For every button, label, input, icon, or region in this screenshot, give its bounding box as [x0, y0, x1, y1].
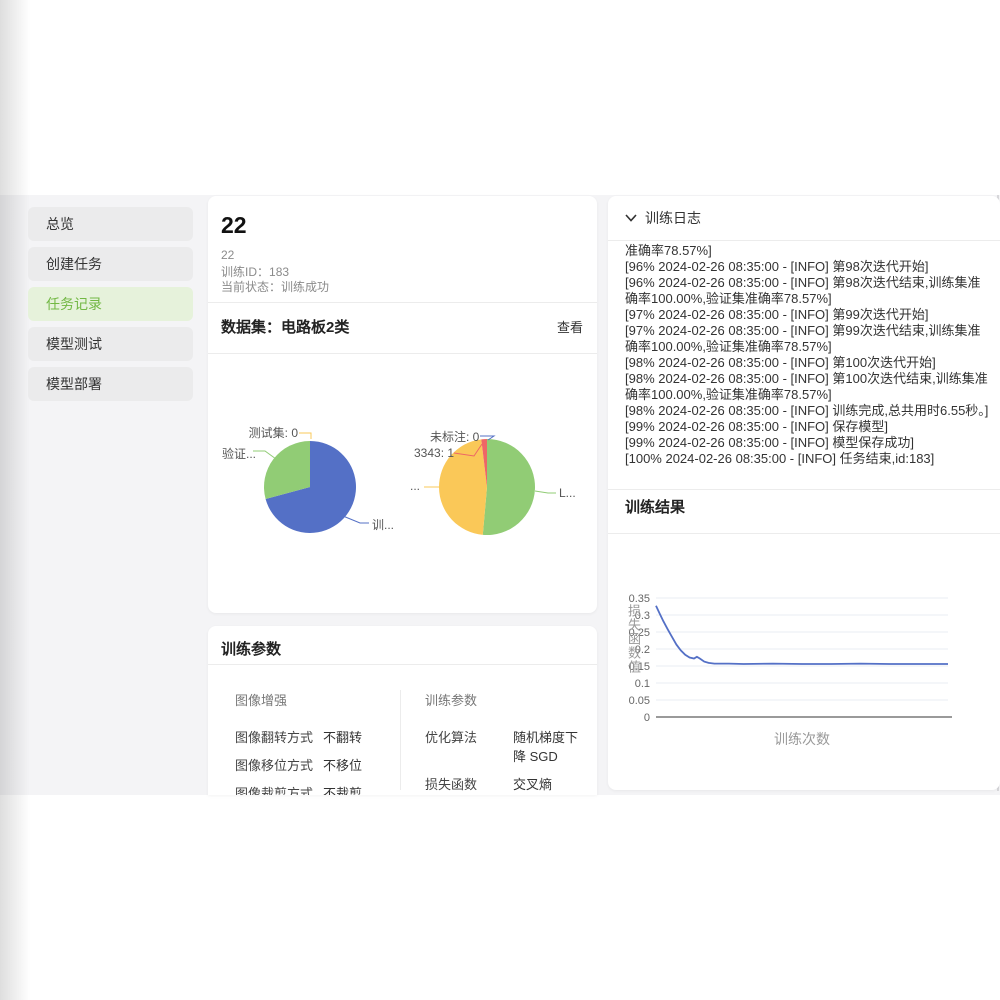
param-row: 图像移位方式 不移位: [235, 755, 395, 774]
pie-slice-3343: [481, 439, 487, 487]
log-result-card: 训练日志 准确率78.57%] [96% 2024-02-26 08:35:00 …: [608, 196, 1000, 790]
y-tick-label: 0.35: [629, 593, 650, 605]
pie-label-unlabeled: 未标注: 0: [430, 430, 480, 444]
log-line: [98% 2024-02-26 08:35:00 - [INFO] 第100次迭…: [625, 355, 936, 370]
param-label: 损失函数: [425, 777, 478, 792]
log-line: [99% 2024-02-26 08:35:00 - [INFO] 模型保存成功…: [625, 435, 915, 450]
log-line: [100% 2024-02-26 08:35:00 - [INFO] 任务结束,…: [625, 451, 935, 466]
y-tick-label: 0.3: [635, 610, 650, 622]
param-value: 交叉熵: [513, 777, 553, 792]
status-value: 训练成功: [281, 280, 330, 294]
view-dataset-button[interactable]: 查看: [556, 320, 583, 335]
train-id-value: 183: [269, 265, 290, 279]
y-tick-label: 0.05: [629, 695, 650, 707]
pie-slice-训练集: [265, 441, 356, 533]
augmentation-group-title: 图像增强: [235, 693, 288, 708]
pie-label-validation-set: 验证...: [222, 447, 257, 461]
augmentation-group: 图像增强 图像翻转方式 不翻转 图像移位方式 不移位 图像裁剪方式 不裁剪: [235, 690, 395, 795]
param-label: 图像翻转方式: [235, 730, 314, 745]
dataset-title: 数据集：电路板2类: [221, 319, 350, 336]
log-line: [98% 2024-02-26 08:35:00 - [INFO] 训练完成,总…: [625, 403, 989, 418]
leader-unlabeled: [480, 435, 496, 441]
optimizer-group-title: 训练参数: [425, 693, 478, 708]
y-tick-label: 0: [644, 712, 650, 724]
task-title: 22: [221, 212, 247, 238]
param-label: 图像裁剪方式: [235, 786, 314, 795]
training-log-header[interactable]: 训练日志: [625, 208, 701, 228]
dataset-row: 数据集：电路板2类 查看: [221, 316, 583, 337]
training-result-title: 训练结果: [625, 499, 686, 516]
pie-charts-canvas: [253, 432, 556, 535]
param-row: 图像翻转方式 不翻转: [235, 727, 395, 746]
task-subtitle: 22: [221, 248, 235, 262]
log-line: [97% 2024-02-26 08:35:00 - [INFO] 第99次迭代…: [625, 307, 929, 322]
param-value: 随机梯度下降 SGD: [513, 730, 579, 764]
loss-chart-x-axis-label: 训练次数: [774, 731, 830, 747]
leader-class-l: [534, 490, 556, 494]
divider: [608, 240, 1000, 241]
train-id-label: 训练ID：: [221, 265, 270, 279]
log-line: [97% 2024-02-26 08:35:00 - [INFO] 第99次迭代…: [625, 323, 981, 354]
pie-slice-...: [438, 439, 487, 535]
divider: [208, 302, 597, 303]
param-row: 图像裁剪方式 不裁剪: [235, 783, 395, 795]
sidebar-item-0[interactable]: 总览: [28, 207, 193, 241]
chevron-down-icon: [625, 214, 637, 222]
augmentation-rows: 图像翻转方式 不翻转 图像移位方式 不移位 图像裁剪方式 不裁剪: [235, 727, 395, 795]
param-label: 图像移位方式: [235, 758, 314, 773]
training-log-output[interactable]: 准确率78.57%] [96% 2024-02-26 08:35:00 - [IN…: [625, 243, 989, 469]
status-label: 当前状态：: [221, 280, 282, 294]
leader-validation-set: [253, 450, 277, 460]
y-tick-label: 0.25: [629, 627, 650, 639]
sidebar-item-3[interactable]: 模型测试: [28, 327, 193, 361]
sidebar-nav: 总览创建任务任务记录模型测试模型部署: [28, 207, 193, 407]
loss-chart: 0.35 0.3 0.25 0.2 0.15 0.1 0.05 0 训练次数: [629, 593, 952, 747]
log-line: [99% 2024-02-26 08:35:00 - [INFO] 保存模型]: [625, 419, 889, 434]
divider: [608, 533, 1000, 534]
task-detail-card: 22 22 训练ID：183 当前状态：训练成功 数据集：电路板2类 查看 测试…: [208, 196, 597, 613]
pie-label-class-l: L...: [559, 486, 576, 500]
log-line: [96% 2024-02-26 08:35:00 - [INFO] 第98次迭代…: [625, 259, 929, 274]
train-id-line: 训练ID：183: [221, 263, 289, 280]
log-line: 准确率78.57%]: [625, 243, 712, 258]
param-label: 优化算法: [425, 730, 478, 745]
y-tick-label: 0.2: [635, 644, 650, 656]
pie-label-test-set: 测试集: 0: [248, 426, 298, 440]
pie-slice-L...: [482, 439, 535, 535]
log-line: [98% 2024-02-26 08:35:00 - [INFO] 第100次迭…: [625, 371, 988, 402]
y-tick-label: 0.1: [635, 678, 650, 690]
leader-class-3343: [453, 443, 483, 457]
leader-test-set: [299, 432, 312, 439]
sidebar-item-1[interactable]: 创建任务: [28, 247, 193, 281]
training-params-card: 训练参数 图像增强 图像翻转方式 不翻转 图像移位方式 不移位 图像裁剪方式 不裁剪 训练…: [208, 626, 597, 795]
divider: [208, 353, 597, 354]
param-value: 不移位: [323, 758, 363, 773]
divider: [208, 664, 597, 665]
pie-label-class-dots: ...: [410, 479, 421, 493]
param-row: 损失函数 交叉熵: [425, 774, 585, 793]
loss-chart-y-axis-label: 损失函数值: [626, 604, 641, 674]
param-value: 不翻转: [323, 730, 363, 745]
loss-curve: [655, 605, 948, 665]
pie-slice-验证集: [264, 441, 310, 499]
pie-label-class-3343: 3343: 1: [414, 446, 455, 460]
divider: [608, 489, 1000, 490]
leader-train-set: [342, 515, 369, 524]
pie-label-train-set: 训...: [372, 518, 395, 532]
sidebar-item-2[interactable]: 任务记录: [28, 287, 193, 321]
training-log-title: 训练日志: [645, 210, 701, 226]
log-line: [96% 2024-02-26 08:35:00 - [INFO] 第98次迭代…: [625, 275, 981, 306]
column-divider: [400, 690, 401, 790]
param-value: 不裁剪: [323, 786, 363, 795]
y-tick-label: 0.15: [629, 661, 650, 673]
sidebar-item-4[interactable]: 模型部署: [28, 367, 193, 401]
status-line: 当前状态：训练成功: [221, 278, 329, 295]
optimizer-group: 训练参数 优化算法 随机梯度下降 SGD 损失函数 交叉熵: [425, 690, 585, 795]
optimizer-rows: 优化算法 随机梯度下降 SGD 损失函数 交叉熵: [425, 727, 585, 793]
param-row: 优化算法 随机梯度下降 SGD: [425, 727, 585, 765]
params-title: 训练参数: [221, 641, 282, 658]
